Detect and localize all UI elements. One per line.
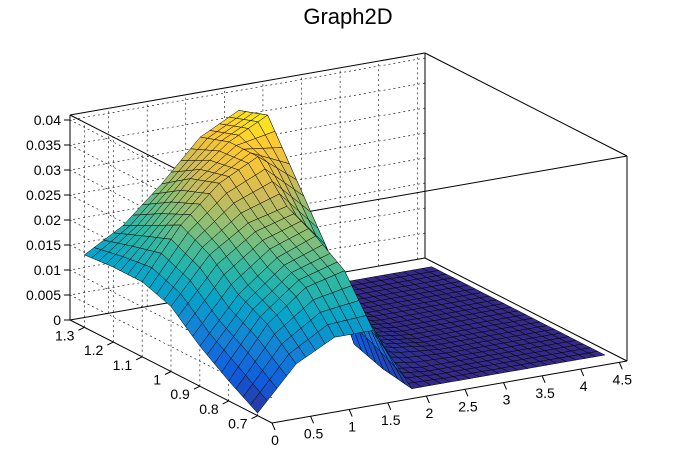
z-tick-label: 0.025 [26,187,61,203]
y-tick-mark [107,341,114,346]
z-tick-label: 0.015 [26,237,61,253]
x-tick-mark [541,375,546,384]
x-tick-label: 0.5 [304,425,324,441]
x-tick-mark [271,422,276,431]
x-tick-mark [580,368,585,377]
z-tick-label: 0.035 [26,137,61,153]
z-tick-label: 0.03 [34,162,61,178]
x-tick-mark [618,362,623,370]
x-tick-label: 4 [580,378,588,394]
y-tick-label: 0.8 [199,401,219,417]
x-axis-ticks: 0 0.5 1 1.5 2 2.5 3 3.5 4 4.5 [271,362,632,448]
x-tick-mark [425,395,430,404]
x-tick-label: 2 [425,405,433,421]
y-tick-mark [78,326,85,331]
chart-title: Graph2D [303,4,392,29]
x-tick-label: 3.5 [535,385,555,401]
frame-edge [69,52,426,116]
y-tick-mark [164,371,172,375]
x-tick-mark [464,389,469,397]
y-tick-mark [251,415,258,420]
axis-line [271,360,628,424]
y-axis-ticks: 0.7 0.8 0.9 1 1.1 1.2 1.3 [55,326,258,432]
x-tick-label: 0 [271,432,279,448]
x-tick-label: 3 [503,392,511,408]
z-axis-ticks: 0 0.005 0.01 0.015 0.02 0.025 0.03 0.035 0.04 [26,112,70,328]
frame-edge [424,52,628,157]
x-tick-label: 1.5 [381,412,401,428]
frame-edge [271,155,628,219]
x-tick-label: 2.5 [458,398,478,414]
y-tick-mark [135,356,143,361]
x-tick-mark [310,416,315,424]
y-tick-mark [193,385,201,390]
y-tick-label: 1.2 [84,342,104,358]
z-tick-label: 0.04 [34,112,61,128]
z-tick-label: 0 [53,312,61,328]
frame-edge [424,257,628,362]
x-tick-mark [348,409,353,417]
y-tick-label: 1.3 [55,327,75,343]
y-tick-label: 1 [153,372,161,388]
z-tick-label: 0.01 [34,262,61,278]
x-tick-mark [387,402,392,410]
x-tick-mark [503,382,507,390]
y-tick-label: 1.1 [113,357,133,373]
z-tick-label: 0.005 [26,287,61,303]
y-tick-label: 0.7 [228,416,248,432]
y-tick-label: 0.9 [170,386,190,402]
z-tick-label: 0.02 [34,212,61,228]
surface-plot [83,110,606,414]
x-tick-label: 1 [348,419,356,435]
y-tick-mark [222,400,229,405]
x-tick-label: 4.5 [613,371,633,387]
surface-cell [250,391,268,414]
